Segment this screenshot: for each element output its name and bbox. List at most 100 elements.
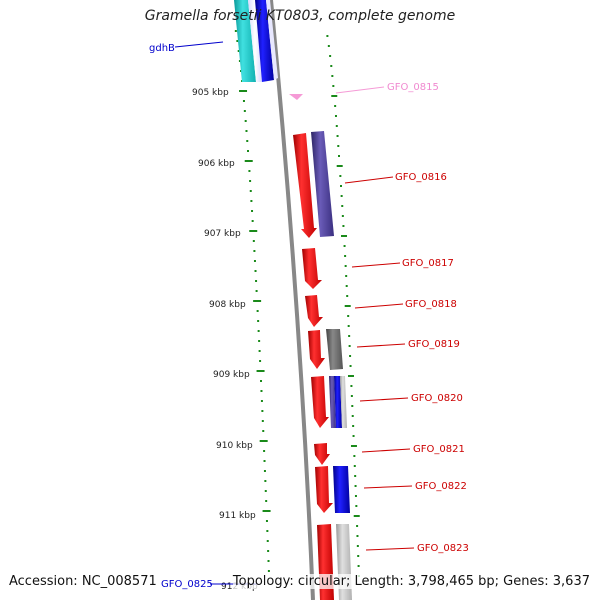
scale-label-911: 911 kbp xyxy=(219,511,256,521)
gene-GFO_0818[interactable] xyxy=(305,295,323,327)
gene-GFO_0820[interactable] xyxy=(311,376,329,428)
gene-GFO_0820-blue[interactable] xyxy=(334,376,342,428)
track-tick-28 xyxy=(347,315,350,317)
track-tick-49 xyxy=(356,525,359,527)
scale-ticks xyxy=(234,30,271,572)
scale-tick-36 xyxy=(260,390,263,392)
gene-label-GFO_0815[interactable]: GFO_0815 xyxy=(387,82,439,93)
scale-tick-6 xyxy=(239,90,248,92)
track-tick-10 xyxy=(336,135,339,137)
gene-GFO_0815[interactable] xyxy=(289,94,303,100)
scale-tick-19 xyxy=(251,220,254,222)
gene-label-GFO_0819[interactable]: GFO_0819 xyxy=(408,339,460,350)
scale-tick-33 xyxy=(259,360,262,362)
gene-label-GFO_0823[interactable]: GFO_0823 xyxy=(417,543,469,554)
scale-tick-53 xyxy=(267,560,270,562)
gene-GFO_0820-slate[interactable] xyxy=(329,376,336,428)
scale-tick-14 xyxy=(248,170,251,172)
scale-tick-46 xyxy=(264,490,267,492)
scale-tick-41 xyxy=(259,440,268,442)
track-tick-42 xyxy=(353,455,356,457)
scale-tick-30 xyxy=(257,330,260,332)
leader-GFO_0815 xyxy=(335,86,385,94)
gene-gdhB-white xyxy=(248,0,262,82)
track-tick-25 xyxy=(345,285,348,287)
track-tick-34 xyxy=(347,375,354,377)
scale-tick-10 xyxy=(245,130,248,132)
scale-tick-47 xyxy=(265,500,268,502)
scale-tick-11 xyxy=(246,140,249,142)
track-tick-36 xyxy=(350,395,353,397)
track-tick-45 xyxy=(354,485,357,487)
scale-tick-40 xyxy=(262,430,265,432)
gene-GFO_0819[interactable] xyxy=(308,330,325,369)
gene-labels: gdhB GFO_0815 GFO_0816 GFO_0817 GFO_0818… xyxy=(149,43,469,590)
track-tick-27 xyxy=(344,305,351,307)
track-tick-53 xyxy=(357,565,360,567)
track-tick-18 xyxy=(341,215,344,217)
gene-gdhB-cyan[interactable] xyxy=(234,0,256,82)
track-tick-40 xyxy=(352,435,355,437)
scale-tick-24 xyxy=(254,270,257,272)
scale-tick-49 xyxy=(265,520,268,522)
scale-label-907: 907 kbp xyxy=(204,229,241,239)
scale-tick-12 xyxy=(247,150,249,152)
leader-GFO_0822 xyxy=(363,485,413,489)
scale-tick-31 xyxy=(258,340,261,342)
leader-GFO_0823 xyxy=(365,547,415,551)
gene-label-GFO_0818[interactable]: GFO_0818 xyxy=(405,299,457,310)
gene-label-GFO_0821[interactable]: GFO_0821 xyxy=(413,444,465,455)
leader-gdhB xyxy=(174,41,224,48)
gene-GFO_0822[interactable] xyxy=(315,466,333,513)
scale-tick-43 xyxy=(263,460,266,462)
scale-label-906: 906 kbp xyxy=(198,159,235,169)
scale-tick-32 xyxy=(258,350,261,352)
gene-label-GFO_0816[interactable]: GFO_0816 xyxy=(395,172,447,183)
track-tick-12 xyxy=(338,155,340,157)
track-tick-2 xyxy=(329,55,332,57)
gene-GFO_0822-blue[interactable] xyxy=(333,466,350,513)
gene-label-gdhB[interactable]: gdhB xyxy=(149,43,175,54)
track-tick-1 xyxy=(327,45,330,47)
gene-leader-lines xyxy=(174,41,415,585)
scale-tick-48 xyxy=(262,510,271,512)
gene-GFO_0817[interactable] xyxy=(302,248,322,289)
scale-tick-21 xyxy=(252,240,255,242)
scale-tick-54 xyxy=(267,570,270,572)
track-tick-51 xyxy=(356,545,359,547)
scale-tick-50 xyxy=(266,530,269,532)
scale-tick-25 xyxy=(255,280,258,282)
genome-summary-text: Topology: circular; Length: 3,798,465 bp… xyxy=(232,574,590,589)
gene-GFO_0816[interactable] xyxy=(293,133,317,238)
track-tick-17 xyxy=(341,205,344,207)
track-tick-20 xyxy=(341,235,348,237)
gene-blue-edge xyxy=(266,0,278,80)
track-tick-32 xyxy=(349,355,352,357)
track-tick-35 xyxy=(350,385,353,387)
gene-gdhB-blue[interactable] xyxy=(255,0,274,82)
track-tick-15 xyxy=(340,185,343,187)
gene-label-GFO_0825[interactable]: GFO_0825 xyxy=(161,579,213,590)
track-tick-48 xyxy=(353,515,360,517)
gene-GFO_0821[interactable] xyxy=(314,443,330,465)
track-tick-14 xyxy=(339,175,342,177)
scale-tick-37 xyxy=(260,400,263,402)
gene-GFO_0816-slate[interactable] xyxy=(311,131,334,237)
gene-label-GFO_0817[interactable]: GFO_0817 xyxy=(402,258,454,269)
scale-tick-23 xyxy=(253,260,256,262)
gene-label-GFO_0822[interactable]: GFO_0822 xyxy=(415,481,467,492)
scale-tick-35 xyxy=(260,380,263,382)
scale-label-908: 908 kbp xyxy=(209,300,246,310)
accession-text: Accession: NC_008571 xyxy=(9,574,157,589)
track-tick-23 xyxy=(344,265,347,267)
track-tick-31 xyxy=(348,345,351,347)
scale-tick-42 xyxy=(263,450,266,452)
gene-label-GFO_0820[interactable]: GFO_0820 xyxy=(411,393,463,404)
scale-tick-28 xyxy=(256,310,259,312)
leader-GFO_0820 xyxy=(359,397,409,402)
track-tick-38 xyxy=(351,415,354,417)
track-tick-29 xyxy=(347,325,350,327)
scale-labels: 905 kbp 906 kbp 907 kbp 908 kbp 909 kbp … xyxy=(192,88,258,592)
gene-GFO_0819-gray[interactable] xyxy=(326,329,343,370)
